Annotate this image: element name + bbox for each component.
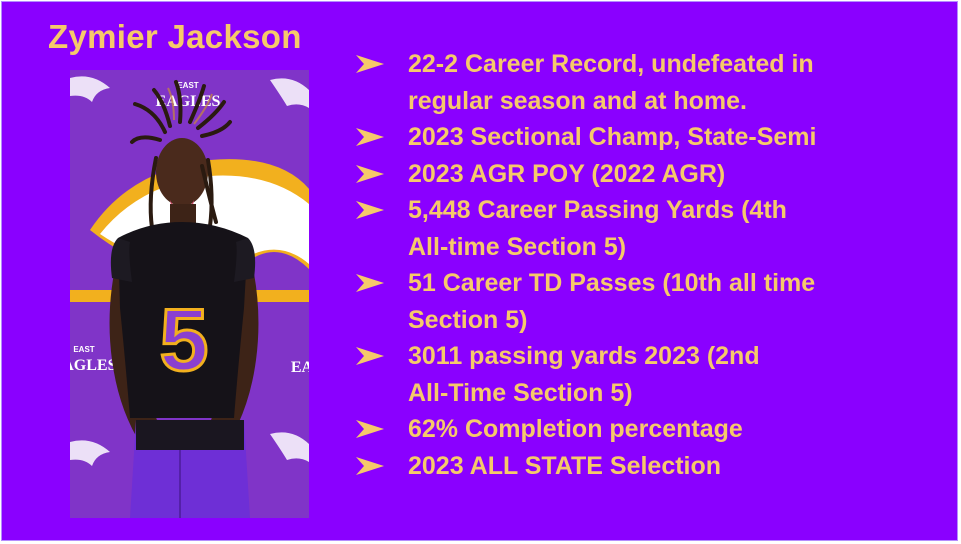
arrowhead-bullet-icon — [356, 55, 384, 73]
arrowhead-bullet-icon — [356, 201, 384, 219]
achievement-item: 5,448 Career Passing Yards (4th All-time … — [356, 192, 946, 265]
backdrop-text-left-top: EAST — [73, 345, 94, 354]
player-photo: EAST EAGLES EAST EAGLES EA — [70, 70, 309, 518]
achievement-line: All-time Section 5) — [408, 232, 627, 261]
achievement-item: 3011 passing yards 2023 (2nd All-Time Sec… — [356, 338, 946, 411]
arrowhead-bullet-icon — [356, 128, 384, 146]
backdrop-text-right: EA — [291, 359, 309, 376]
achievement-line: 2023 Sectional Champ, State-Semi — [408, 123, 817, 151]
achievement-line: 3011 passing yards 2023 (2nd — [408, 342, 760, 370]
achievement-item: 62% Completion percentage — [356, 411, 946, 448]
achievement-line: Section 5) — [408, 305, 528, 334]
achievement-line: regular season and at home. — [408, 86, 747, 115]
backdrop-text-top: EAST — [177, 81, 198, 90]
achievement-item: 2023 AGR POY (2022 AGR) — [356, 156, 946, 193]
achievement-line: All-Time Section 5) — [408, 378, 633, 407]
arrowhead-bullet-icon — [356, 347, 384, 365]
backdrop-text-left-main: EAGLES — [70, 357, 117, 374]
arrowhead-bullet-icon — [356, 420, 384, 438]
achievement-line: 51 Career TD Passes (10th all time — [408, 269, 816, 297]
arrowhead-bullet-icon — [356, 456, 384, 475]
achievements-list: 22-2 Career Record, undefeated in regular… — [356, 46, 946, 484]
achievement-line: 5,448 Career Passing Yards (4th — [408, 196, 787, 224]
arrowhead-bullet-icon — [356, 274, 384, 292]
arrowhead-bullet-icon — [356, 164, 384, 183]
achievement-item: 51 Career TD Passes (10th all time Sectio… — [356, 265, 946, 338]
achievement-item: 2023 Sectional Champ, State-Semi — [356, 119, 946, 156]
achievement-line: 2023 AGR POY (2022 AGR) — [408, 159, 726, 188]
achievement-line: 2023 ALL STATE Selection — [408, 451, 722, 480]
achievement-line: 62% Completion percentage — [408, 415, 743, 443]
player-name: Zymier Jackson — [48, 18, 302, 55]
achievement-item: 22-2 Career Record, undefeated in regular… — [356, 46, 946, 119]
player-figure: 5 — [109, 80, 259, 518]
achievement-item: 2023 ALL STATE Selection — [356, 448, 946, 485]
achievement-line: 22-2 Career Record, undefeated in — [408, 50, 814, 78]
jersey-number: 5 — [160, 290, 209, 389]
